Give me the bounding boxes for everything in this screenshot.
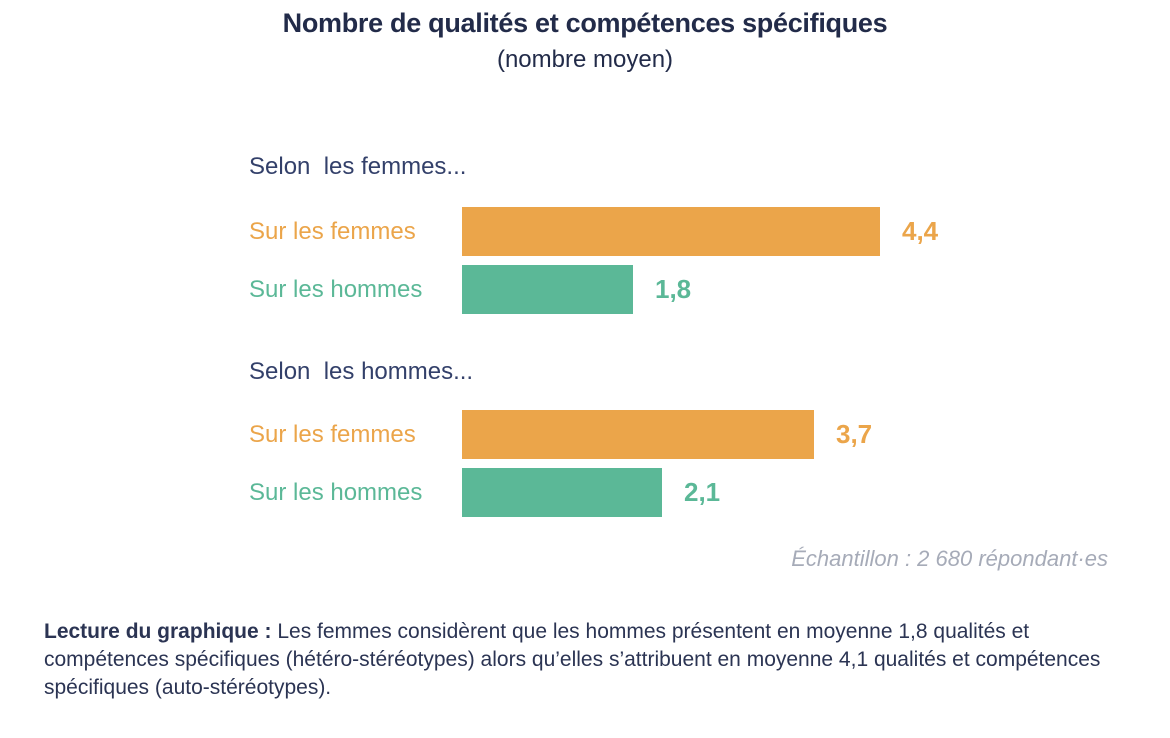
bar-row-hommes-sur-femmes: Sur les femmes 3,7 [249, 410, 872, 459]
reading-note-text: Les femmes considèrent que les hommes pr… [44, 620, 1101, 699]
group-heading-selon-les-hommes: Selon les hommes... [249, 358, 474, 385]
bar-value: 3,7 [836, 419, 873, 449]
bar-row-label: Sur les hommes [249, 478, 423, 506]
bar-value: 2,1 [684, 477, 721, 507]
bar-row-label: Sur les femmes [249, 420, 416, 448]
chart-title: Nombre de qualités et compétences spécif… [282, 8, 888, 38]
bar-row-label: Sur les hommes [249, 275, 423, 303]
group-heading-selon-les-femmes: Selon les femmes... [249, 153, 467, 180]
bar-fill [462, 207, 880, 256]
sample-note: Échantillon : 2 680 répondant·es [791, 546, 1108, 571]
bar-value: 1,8 [655, 274, 692, 304]
bar-row-hommes-sur-hommes: Sur les hommes 2,1 [249, 468, 720, 517]
bar-row-label: Sur les femmes [249, 217, 416, 245]
bar-fill [462, 468, 662, 517]
reading-note: Lecture du graphique : Les femmes consid… [44, 618, 1124, 702]
bar-row-femmes-sur-femmes: Sur les femmes 4,4 [249, 207, 938, 256]
bar-fill [462, 410, 814, 459]
chart-subtitle: (nombre moyen) [496, 46, 674, 73]
bar-fill [462, 265, 633, 314]
bar-value: 4,4 [902, 216, 939, 246]
reading-note-lead: Lecture du graphique : [44, 620, 272, 643]
bar-row-femmes-sur-hommes: Sur les hommes 1,8 [249, 265, 691, 314]
